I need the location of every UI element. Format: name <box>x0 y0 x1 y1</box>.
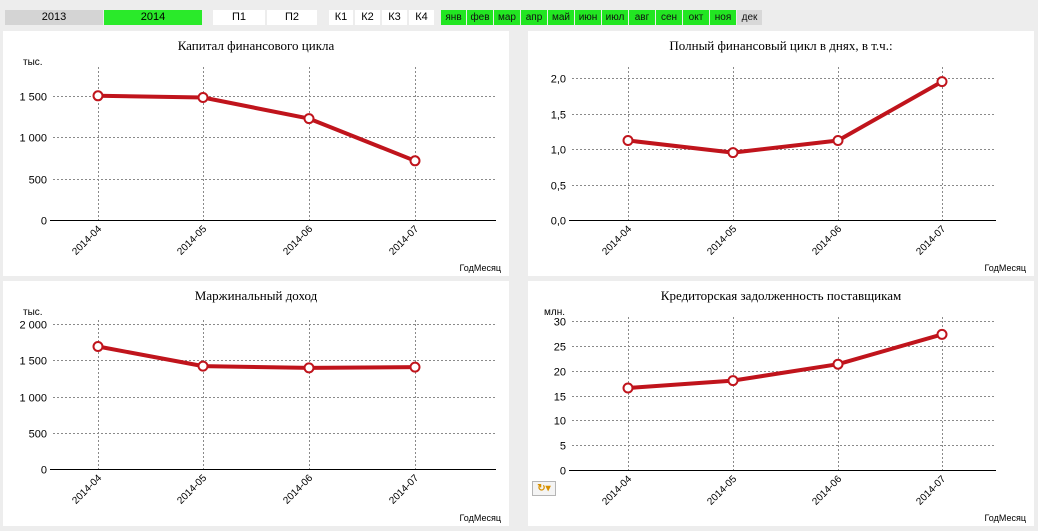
unit-label: млн. <box>544 307 566 318</box>
y-tick-label: 10 <box>554 416 566 428</box>
y-tick-label: 0 <box>41 216 47 228</box>
x-tick-label: 2014-04 <box>600 474 634 508</box>
quarter-3-button[interactable]: К3 <box>382 10 407 25</box>
month-dec-button[interactable]: дек <box>737 10 762 25</box>
month-feb-button[interactable]: фев <box>467 10 493 25</box>
x-tick-label: 2014-05 <box>175 224 209 258</box>
chart-panel-financial-cycle: 0,0 0,5 1,0 1,5 2,0 2014-04 2014-05 2014-06 2014… <box>528 31 1034 276</box>
y-tick-label: 2 000 <box>19 320 47 332</box>
y-tick-label: 1 000 <box>19 133 47 145</box>
y-tick-label: 20 <box>554 367 566 379</box>
y-tick-label: 1,0 <box>551 145 566 157</box>
y-tick-label: 1 500 <box>19 356 47 368</box>
data-point <box>303 362 315 374</box>
filter-bar: 2013 2014 П1 П2 К1 К2 К3 К4 янв фев мар … <box>0 0 1038 28</box>
unit-label: тыс. <box>23 307 43 318</box>
series-line <box>626 79 944 155</box>
chart-title: Кредиторская задолженность поставщикам <box>660 288 902 303</box>
month-jul-button[interactable]: июл <box>602 10 628 25</box>
x-tick-label: 2014-07 <box>914 224 948 258</box>
x-tick-label: 2014-07 <box>387 473 421 507</box>
data-point <box>197 92 209 103</box>
year-2014-button[interactable]: 2014 <box>104 10 202 25</box>
y-tick-label: 5 <box>560 441 566 453</box>
month-oct-button[interactable]: окт <box>683 10 709 25</box>
x-tick-label: 2014-04 <box>70 473 104 507</box>
y-tick-label: 1,5 <box>551 110 566 122</box>
y-tick-label: 500 <box>29 175 47 187</box>
half-2-button[interactable]: П2 <box>267 10 317 25</box>
data-point <box>727 147 739 159</box>
month-sep-button[interactable]: сен <box>656 10 682 25</box>
x-tick-label: 2014-05 <box>705 224 739 258</box>
x-axis-label: ГодМесяц <box>459 513 501 523</box>
quarter-4-button[interactable]: К4 <box>409 10 434 25</box>
data-point <box>92 90 104 102</box>
x-axis-label: ГодМесяц <box>984 513 1026 523</box>
chart-title: Маржинальный доход <box>194 288 318 303</box>
chart-panel-margin-income: 0 500 1 000 1 500 2 000 2014-04 2014-05 2014-06… <box>3 281 509 526</box>
unit-label: тыс. <box>23 57 43 68</box>
y-tick-label: 15 <box>554 392 566 404</box>
x-tick-label: 2014-04 <box>70 224 104 258</box>
x-axis-label: ГодМесяц <box>459 263 501 273</box>
data-point <box>409 155 421 167</box>
series-line <box>96 93 417 163</box>
month-mar-button[interactable]: мар <box>494 10 520 25</box>
x-tick-label: 2014-05 <box>705 474 739 508</box>
margin-income-line-chart: 0 500 1 000 1 500 2 000 2014-04 2014-05 2014-06… <box>19 320 496 507</box>
y-tick-label: 0 <box>41 465 47 477</box>
refresh-dropdown-button[interactable]: ↻▾ <box>532 481 556 496</box>
data-point <box>622 135 634 146</box>
data-point <box>197 360 209 372</box>
x-tick-label: 2014-06 <box>810 224 844 258</box>
data-point <box>622 382 634 394</box>
month-jan-button[interactable]: янв <box>441 10 466 25</box>
x-tick-label: 2014-07 <box>914 474 948 508</box>
data-point <box>832 135 844 146</box>
y-tick-label: 0,0 <box>551 216 566 228</box>
data-point <box>936 328 948 340</box>
data-point <box>832 358 844 370</box>
data-point <box>303 113 315 125</box>
year-2013-button[interactable]: 2013 <box>5 10 103 25</box>
y-tick-label: 2,0 <box>551 74 566 86</box>
data-point <box>727 375 739 387</box>
month-aug-button[interactable]: авг <box>629 10 655 25</box>
x-axis-label: ГодМесяц <box>984 263 1026 273</box>
x-tick-label: 2014-05 <box>175 473 209 507</box>
quarter-2-button[interactable]: К2 <box>355 10 380 25</box>
x-tick-label: 2014-06 <box>281 473 315 507</box>
financial-cycle-line-chart: 0,0 0,5 1,0 1,5 2,0 2014-04 2014-05 2014-06 2014… <box>551 67 996 258</box>
y-tick-label: 0,5 <box>551 181 566 193</box>
y-tick-label: 0 <box>560 466 566 478</box>
refresh-dropdown-icon: ↻▾ <box>537 483 551 494</box>
x-tick-label: 2014-07 <box>387 224 421 258</box>
series-line <box>626 332 944 390</box>
month-may-button[interactable]: май <box>548 10 574 25</box>
y-tick-label: 25 <box>554 342 566 354</box>
chart-panel-capital: 0 500 1 000 1 500 2014-04 2014-05 2014-06 2014-… <box>3 31 509 276</box>
data-point <box>936 76 948 88</box>
chart-title: Полный финансовый цикл в днях, в т.ч.: <box>669 38 893 53</box>
series-line <box>96 344 417 370</box>
half-1-button[interactable]: П1 <box>213 10 265 25</box>
month-apr-button[interactable]: апр <box>521 10 547 25</box>
chart-title: Капитал финансового цикла <box>177 38 335 53</box>
x-tick-label: 2014-06 <box>810 474 844 508</box>
month-jun-button[interactable]: июн <box>575 10 601 25</box>
chart-panel-payables: 0 5 10 15 20 25 30 2014-04 2014-05 2014-06 2014-07… <box>528 281 1034 526</box>
capital-line-chart: 0 500 1 000 1 500 2014-04 2014-05 2014-06 2014-… <box>19 67 496 258</box>
y-tick-label: 500 <box>29 429 47 441</box>
y-tick-label: 30 <box>554 317 566 329</box>
payables-line-chart: 0 5 10 15 20 25 30 2014-04 2014-05 2014-06 2014-07 <box>554 317 996 508</box>
y-tick-label: 1 000 <box>19 393 47 405</box>
data-point <box>409 361 421 373</box>
data-point <box>92 341 104 352</box>
month-nov-button[interactable]: ноя <box>710 10 736 25</box>
x-tick-label: 2014-06 <box>281 224 315 258</box>
y-tick-label: 1 500 <box>19 92 47 104</box>
quarter-1-button[interactable]: К1 <box>329 10 353 25</box>
x-tick-label: 2014-04 <box>600 224 634 258</box>
